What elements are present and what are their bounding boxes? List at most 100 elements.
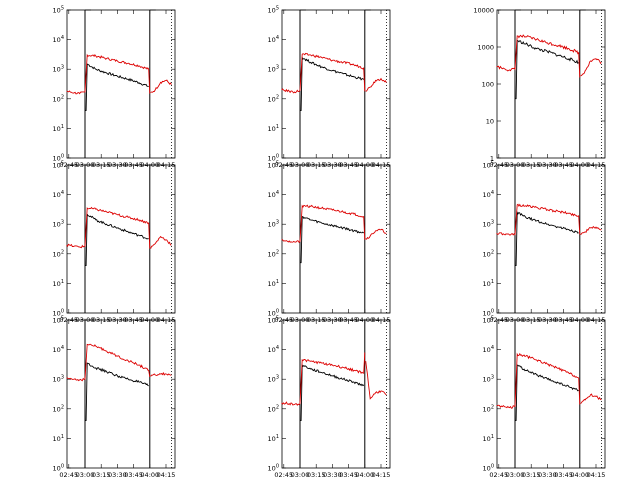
series-lld-line	[66, 343, 151, 382]
plot-frame	[281, 164, 391, 314]
x-tick-label: 04:15	[587, 471, 606, 479]
y-tick-label: 10000	[473, 7, 494, 15]
x-tick-label: 04:00	[355, 471, 374, 479]
series-events-line	[85, 362, 149, 422]
x-tick-label: 03:00	[76, 471, 95, 479]
y-tick-label: 103	[483, 220, 494, 229]
y-tick-label: 100	[268, 309, 279, 318]
panel-det-9: 100 101 102 103 104 105 02:4503:0003:1503:3003…	[483, 316, 606, 479]
y-tick-label: 105	[483, 316, 494, 325]
x-tick-label: 03:45	[339, 471, 358, 479]
series-events-line	[515, 39, 579, 100]
series-lld-line	[281, 204, 366, 244]
x-tick-label: 03:00	[506, 471, 525, 479]
plot-frame	[281, 9, 391, 159]
x-tick-label: 04:00	[140, 471, 159, 479]
series-lld-line	[365, 228, 387, 240]
plot-frame	[66, 9, 176, 159]
panel-det-2: 10010110210310410502:4503:0003:1503:3003…	[268, 6, 391, 169]
y-tick-label: 100	[268, 464, 279, 473]
y-tick-label: 104	[53, 35, 64, 44]
y-tick-label: 105	[268, 6, 279, 15]
x-tick-label: 03:30	[323, 471, 342, 479]
y-tick-label: 105	[53, 316, 64, 325]
y-tick-label: 100	[53, 154, 64, 163]
series-lld-line	[496, 352, 581, 409]
x-tick-label: 03:15	[307, 471, 326, 479]
series-lld-line	[496, 203, 581, 236]
x-tick-label: 03:45	[124, 471, 143, 479]
y-tick-label: 100	[483, 464, 494, 473]
y-tick-label: 103	[53, 220, 64, 229]
y-tick-label: 105	[268, 316, 279, 325]
y-tick-label: 101	[53, 124, 64, 133]
y-tick-label: 104	[268, 35, 279, 44]
panel-det-3: 11010010001000002:4503:0003:1503:3003:45…	[473, 7, 606, 169]
y-tick-label: 105	[53, 6, 64, 15]
series-lld-line	[150, 79, 172, 93]
panel-det-5: 10010110210310410502:4503:0003:1503:3003…	[268, 161, 391, 324]
y-tick-label: 1000	[477, 44, 494, 52]
y-tick-label: 101	[483, 434, 494, 443]
x-tick-label: 02:45	[59, 471, 78, 479]
series-events-line	[515, 364, 579, 422]
y-tick-label: 104	[483, 190, 494, 199]
y-tick-label: 101	[268, 434, 279, 443]
y-tick-label: 102	[268, 249, 279, 258]
y-tick-label: 104	[53, 345, 64, 354]
plot-frame	[66, 319, 176, 469]
y-tick-label: 100	[483, 309, 494, 318]
y-tick-label: 100	[482, 81, 494, 89]
y-tick-label: 104	[483, 345, 494, 354]
y-tick-label: 102	[53, 94, 64, 103]
x-tick-label: 03:30	[108, 471, 127, 479]
plot-frame	[496, 9, 606, 159]
y-tick-label: 105	[53, 161, 64, 170]
y-tick-label: 102	[53, 404, 64, 413]
x-tick-label: 04:15	[157, 471, 176, 479]
series-lld-line	[66, 53, 151, 95]
y-tick-label: 100	[53, 464, 64, 473]
panel-det-7: 100 101 102 103 104 105 02:4503:0003:1503:3003…	[53, 316, 176, 479]
y-tick-label: 102	[53, 249, 64, 258]
y-tick-label: 103	[53, 375, 64, 384]
series-lld-line	[365, 77, 387, 92]
series-lld-line	[66, 206, 151, 249]
x-tick-label: 04:00	[570, 471, 589, 479]
series-lld-line	[150, 235, 172, 249]
x-tick-label: 03:15	[92, 471, 111, 479]
series-events-line	[85, 63, 149, 112]
y-tick-label: 101	[53, 279, 64, 288]
series-lld-line	[150, 371, 172, 377]
x-tick-label: 02:45	[274, 471, 293, 479]
series-lld-line	[365, 361, 387, 400]
y-tick-label: 104	[53, 190, 64, 199]
y-tick-label: 103	[53, 65, 64, 74]
y-tick-label: 104	[268, 345, 279, 354]
series-events-line	[85, 213, 149, 267]
y-tick-label: 103	[268, 220, 279, 229]
x-tick-label: 03:00	[291, 471, 310, 479]
panel-det-6: 10010110210310410502:4503:0003:1503:3003…	[483, 161, 606, 324]
y-tick-label: 103	[483, 375, 494, 384]
plot-frame	[496, 164, 606, 314]
series-events-line	[300, 363, 365, 422]
y-tick-label: 105	[268, 161, 279, 170]
series-lld-line	[281, 352, 366, 406]
y-tick-label: 100	[53, 309, 64, 318]
y-tick-label: 101	[268, 279, 279, 288]
x-tick-label: 02:45	[489, 471, 508, 479]
series-lld-line	[580, 393, 602, 404]
series-lld-line	[281, 52, 366, 94]
series-events-line	[300, 57, 365, 112]
y-tick-label: 102	[483, 249, 494, 258]
y-tick-label: 102	[268, 404, 279, 413]
panel-det-1: 10010110210310410502:4503:0003:1503:3003…	[53, 6, 176, 169]
y-tick-label: 103	[268, 375, 279, 384]
y-tick-label: 103	[268, 65, 279, 74]
y-tick-label: 101	[53, 434, 64, 443]
series-events-line	[515, 210, 579, 267]
y-tick-label: 1	[490, 155, 494, 163]
y-tick-label: 104	[268, 190, 279, 199]
